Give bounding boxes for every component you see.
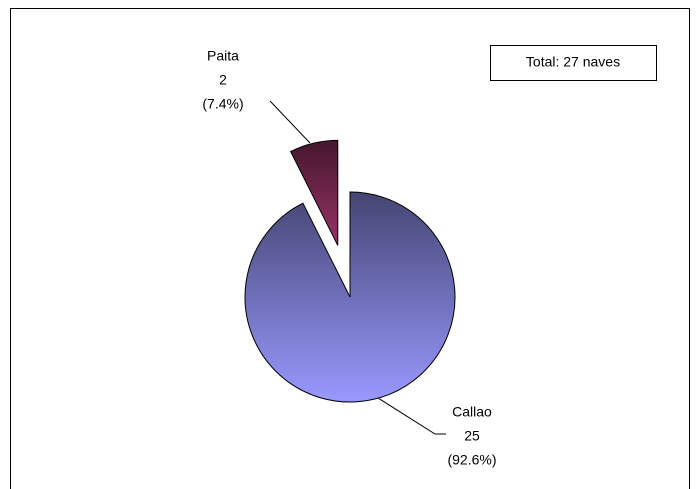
pie-slice (289, 139, 339, 246)
annotation-box (490, 45, 657, 81)
slice-label: Callao (452, 404, 492, 420)
slice-value: 2 (219, 72, 227, 88)
leader-line (377, 397, 446, 435)
pie-slice (244, 191, 456, 403)
slice-percent: (92.6%) (447, 452, 496, 468)
slice-value: 25 (464, 428, 480, 444)
slice-label: Paita (207, 48, 239, 64)
leader-line (269, 100, 311, 144)
annotation: Total: 27 naves (526, 54, 620, 70)
slice-percent: (7.4%) (202, 96, 243, 112)
